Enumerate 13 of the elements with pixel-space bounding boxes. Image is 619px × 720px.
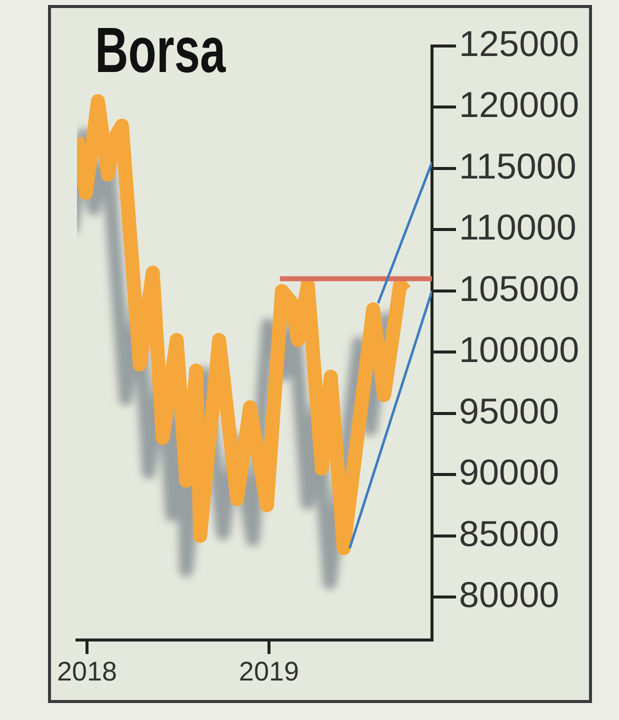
y-tick-label: 85000	[459, 512, 560, 554]
y-tick-label: 105000	[459, 268, 580, 309]
y-tick-label: 115000	[459, 145, 576, 186]
y-tick-label: 100000	[459, 329, 580, 370]
y-tick-label: 125000	[459, 22, 580, 64]
y-tick-label: 120000	[459, 84, 580, 126]
y-tick-label: 90000	[459, 452, 560, 493]
x-tick-label: 2019	[238, 656, 299, 687]
chart-title: Borsa	[95, 14, 226, 86]
y-tick-label: 80000	[459, 574, 560, 616]
y-tick-label: 110000	[459, 206, 576, 248]
y-tick-label: 95000	[459, 390, 560, 432]
x-tick-label: 2018	[56, 656, 118, 687]
